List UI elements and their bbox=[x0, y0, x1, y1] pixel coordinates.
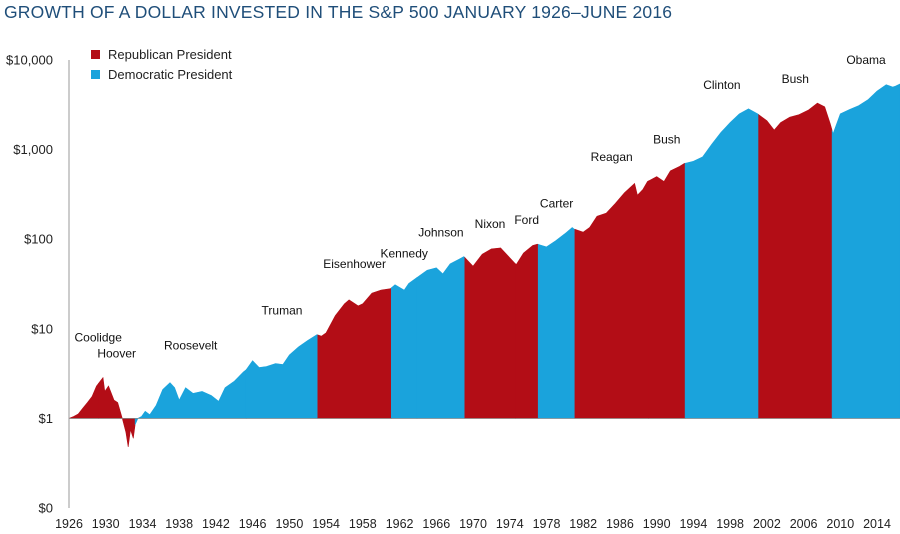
x-tick-label: 2006 bbox=[790, 517, 818, 531]
x-tick-label: 1950 bbox=[275, 517, 303, 531]
president-label-bush: Bush bbox=[782, 72, 809, 86]
presidency-area-kennedy-5 bbox=[391, 276, 418, 419]
x-tick-label: 1970 bbox=[459, 517, 487, 531]
president-label-obama: Obama bbox=[846, 53, 886, 67]
president-label-eisenhower: Eisenhower bbox=[323, 257, 386, 271]
president-label-nixon: Nixon bbox=[475, 217, 506, 231]
x-tick-label: 1926 bbox=[55, 517, 83, 531]
presidency-area-hoover-1 bbox=[98, 376, 136, 448]
legend-item-democratic: Democratic President bbox=[91, 64, 232, 84]
x-tick-label: 1942 bbox=[202, 517, 230, 531]
president-label-hoover: Hoover bbox=[97, 347, 136, 361]
y-tick-label: $10 bbox=[31, 321, 53, 336]
y-tick-label: $100 bbox=[24, 232, 53, 247]
presidency-area-ford-8 bbox=[515, 243, 539, 419]
x-tick-label: 1938 bbox=[165, 517, 193, 531]
x-tick-label: 1978 bbox=[533, 517, 561, 531]
y-tick-label: $1,000 bbox=[13, 142, 53, 157]
x-tick-label: 1934 bbox=[129, 517, 157, 531]
x-tick-label: 2002 bbox=[753, 517, 781, 531]
president-label-kennedy: Kennedy bbox=[381, 247, 428, 261]
legend-label-republican: Republican President bbox=[108, 46, 232, 62]
x-tick-label: 1990 bbox=[643, 517, 671, 531]
presidency-area-johnson-6 bbox=[416, 256, 466, 419]
president-label-bush: Bush bbox=[653, 132, 680, 146]
presidency-area-coolidge-0 bbox=[68, 382, 99, 419]
presidency-area-obama-14 bbox=[831, 83, 900, 419]
presidency-area-bush-13 bbox=[758, 102, 833, 419]
president-label-roosevelt: Roosevelt bbox=[164, 339, 218, 353]
y-tick-label: $0 bbox=[39, 501, 53, 516]
y-tick-label: $1 bbox=[39, 411, 53, 426]
president-label-johnson: Johnson bbox=[418, 226, 463, 240]
x-tick-label: 1962 bbox=[386, 517, 414, 531]
president-label-ford: Ford bbox=[514, 213, 539, 227]
legend-swatch-democratic bbox=[91, 69, 100, 79]
x-tick-label: 1966 bbox=[422, 517, 450, 531]
presidency-area-roosevelt-2 bbox=[134, 369, 247, 425]
presidency-area-carter-9 bbox=[537, 227, 576, 419]
presidency-area-bush-11 bbox=[648, 162, 686, 419]
chart-title: GROWTH OF A DOLLAR INVESTED IN THE S&P 5… bbox=[4, 2, 673, 22]
president-label-clinton: Clinton bbox=[703, 78, 740, 92]
president-label-coolidge: Coolidge bbox=[75, 331, 123, 345]
x-tick-label: 2014 bbox=[863, 517, 891, 531]
presidency-area-nixon-7 bbox=[464, 247, 516, 419]
presidency-area-reagan-10 bbox=[574, 180, 649, 419]
legend-item-republican: Republican President bbox=[91, 44, 232, 64]
x-tick-label: 1994 bbox=[679, 517, 707, 531]
legend-swatch-republican bbox=[91, 49, 100, 59]
presidency-area-truman-3 bbox=[245, 334, 319, 419]
x-tick-label: 1982 bbox=[569, 517, 597, 531]
legend-label-democratic: Democratic President bbox=[108, 66, 233, 82]
presidency-area-eisenhower-4 bbox=[317, 287, 392, 419]
y-tick-label: $10,000 bbox=[6, 53, 53, 68]
x-tick-label: 1946 bbox=[239, 517, 267, 531]
x-tick-label: 1998 bbox=[716, 517, 744, 531]
x-tick-label: 2010 bbox=[826, 517, 854, 531]
presidency-area-clinton-12 bbox=[684, 108, 759, 419]
president-label-carter: Carter bbox=[540, 197, 573, 211]
president-label-reagan: Reagan bbox=[591, 150, 633, 164]
x-tick-label: 1974 bbox=[496, 517, 524, 531]
legend: Republican President Democratic Presiden… bbox=[91, 44, 232, 84]
president-label-truman: Truman bbox=[262, 304, 303, 318]
x-tick-label: 1930 bbox=[92, 517, 120, 531]
x-tick-label: 1986 bbox=[606, 517, 634, 531]
x-tick-label: 1954 bbox=[312, 517, 340, 531]
x-tick-label: 1958 bbox=[349, 517, 377, 531]
